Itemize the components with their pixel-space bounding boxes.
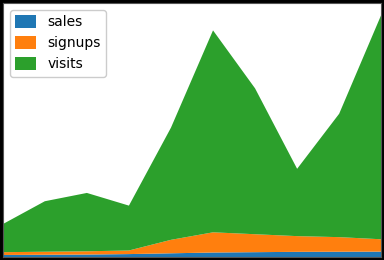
Legend: sales, signups, visits: sales, signups, visits: [10, 10, 106, 77]
